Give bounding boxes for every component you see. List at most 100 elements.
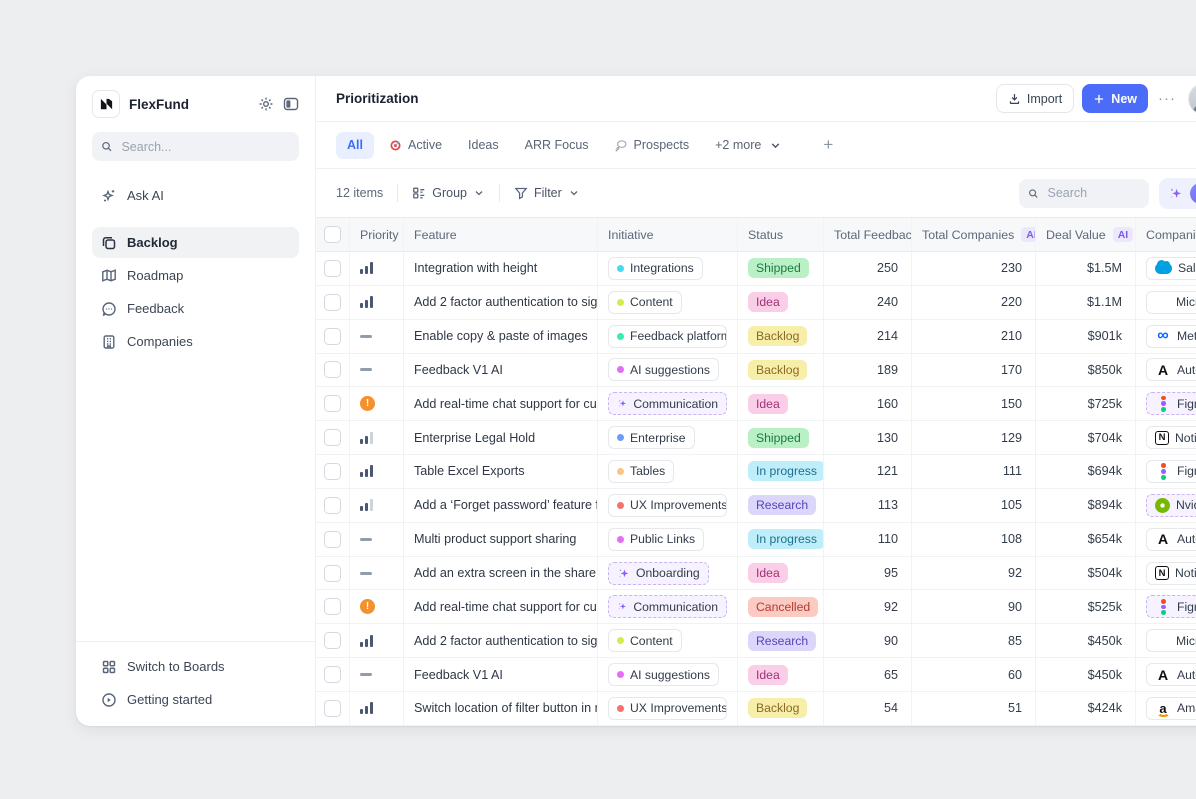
company-chip[interactable]: Microsoft: [1146, 290, 1196, 314]
feature-cell[interactable]: Integration with height: [404, 252, 598, 285]
row-checkbox[interactable]: [324, 598, 341, 616]
tab-active[interactable]: Active: [378, 132, 453, 159]
sidebar-item-getting-started[interactable]: Getting started: [92, 684, 299, 715]
initiative-chip[interactable]: AI suggestions: [608, 358, 719, 382]
table-row[interactable]: Switch location of filter button in ne..…: [316, 691, 1196, 726]
ai-assistant-button[interactable]: [1159, 177, 1196, 209]
user-avatar[interactable]: [1188, 82, 1196, 115]
feature-cell[interactable]: Add a ‘Forget password’ feature for...: [404, 488, 598, 522]
company-chip[interactable]: Figma: [1146, 459, 1196, 483]
sidebar-item-roadmap[interactable]: Roadmap: [92, 260, 299, 291]
column-header-initiative[interactable]: Initiative: [598, 218, 738, 251]
table-row[interactable]: Table Excel Exports Tables In progress 1…: [316, 455, 1196, 489]
row-checkbox[interactable]: [324, 530, 341, 548]
sidebar-search-field[interactable]: [119, 138, 290, 155]
row-checkbox[interactable]: [324, 496, 341, 514]
company-chip[interactable]: a Amazon: [1146, 696, 1196, 720]
row-checkbox[interactable]: [324, 429, 341, 447]
column-header-checkbox[interactable]: [316, 218, 350, 251]
tab-arr-focus[interactable]: ARR Focus: [514, 132, 600, 159]
company-chip[interactable]: N Notion: [1146, 426, 1196, 450]
select-all-checkbox[interactable]: [324, 226, 341, 243]
initiative-chip[interactable]: Communication: [608, 392, 727, 416]
company-chip[interactable]: ∞ Meta: [1146, 324, 1196, 348]
feature-cell[interactable]: Table Excel Exports: [404, 455, 598, 488]
company-chip[interactable]: Nvidea: [1146, 493, 1196, 517]
table-row[interactable]: Add 2 factor authentication to sign... C…: [316, 285, 1196, 320]
initiative-chip[interactable]: Onboarding: [608, 561, 709, 585]
feature-cell[interactable]: Add real-time chat support for cust...: [404, 590, 598, 624]
initiative-chip[interactable]: Content: [608, 629, 682, 653]
import-button[interactable]: Import: [995, 84, 1075, 113]
initiative-chip[interactable]: Integrations: [608, 256, 703, 280]
more-menu-button[interactable]: ···: [1158, 90, 1176, 107]
table-row[interactable]: Add a ‘Forget password’ feature for... U…: [316, 488, 1196, 523]
table-row[interactable]: Multi product support sharing Public Lin…: [316, 522, 1196, 557]
settings-gear-icon[interactable]: [258, 96, 274, 112]
sidebar-item-ask-ai[interactable]: Ask AI: [92, 180, 299, 211]
company-chip[interactable]: Figma: [1146, 392, 1196, 416]
row-checkbox[interactable]: [324, 632, 341, 650]
initiative-chip[interactable]: Public Links: [608, 527, 705, 551]
status-badge[interactable]: Research: [748, 630, 817, 651]
column-header-priority[interactable]: Priority: [350, 218, 404, 251]
table-row[interactable]: Feedback V1 AI AI suggestions Idea 65 60…: [316, 658, 1196, 692]
initiative-chip[interactable]: Communication: [608, 595, 727, 619]
initiative-chip[interactable]: Content: [608, 290, 682, 314]
row-checkbox[interactable]: [324, 564, 341, 582]
initiative-chip[interactable]: AI suggestions: [608, 663, 719, 687]
feature-cell[interactable]: Enable copy & paste of images: [404, 319, 598, 353]
company-chip[interactable]: Microsoft: [1146, 629, 1196, 653]
row-checkbox[interactable]: [324, 293, 341, 311]
initiative-chip[interactable]: Feedback platform: [608, 324, 727, 348]
status-badge[interactable]: Backlog: [748, 326, 808, 347]
sidebar-item-companies[interactable]: Companies: [92, 326, 299, 357]
status-badge[interactable]: Idea: [748, 664, 788, 685]
row-checkbox[interactable]: [324, 361, 341, 379]
table-row[interactable]: Add an extra screen in the share pa... O…: [316, 556, 1196, 591]
group-button[interactable]: Group: [412, 186, 485, 200]
status-badge[interactable]: Backlog: [748, 698, 808, 719]
company-chip[interactable]: N Notion: [1146, 561, 1196, 585]
status-badge[interactable]: Backlog: [748, 359, 808, 380]
status-badge[interactable]: Idea: [748, 292, 788, 313]
status-badge[interactable]: In progress: [748, 529, 823, 550]
company-chip[interactable]: A Autodesk: [1146, 663, 1196, 687]
row-checkbox[interactable]: [324, 327, 341, 345]
feature-cell[interactable]: Enterprise Legal Hold: [404, 421, 598, 455]
status-badge[interactable]: Shipped: [748, 427, 809, 448]
status-badge[interactable]: Idea: [748, 393, 788, 414]
status-badge[interactable]: Research: [748, 495, 817, 516]
feature-cell[interactable]: Switch location of filter button in ne..…: [404, 691, 598, 725]
company-chip[interactable]: Salesforce: [1146, 256, 1196, 280]
column-header-companies[interactable]: Companies: [1136, 218, 1196, 251]
row-checkbox[interactable]: [324, 462, 341, 480]
table-row[interactable]: Enterprise Legal Hold Enterprise Shipped…: [316, 421, 1196, 456]
new-button[interactable]: New: [1082, 84, 1148, 113]
table-search-input[interactable]: [1019, 178, 1149, 208]
add-view-button[interactable]: +: [823, 135, 834, 154]
feature-cell[interactable]: Multi product support sharing: [404, 522, 598, 556]
sidebar-item-switch-to-boards[interactable]: Switch to Boards: [92, 651, 299, 682]
row-checkbox[interactable]: [324, 259, 341, 277]
initiative-chip[interactable]: UX Improvements: [608, 493, 727, 517]
row-checkbox[interactable]: [324, 666, 341, 684]
table-row[interactable]: Add 2 factor authentication to sign... C…: [316, 624, 1196, 659]
tab-ideas[interactable]: Ideas: [457, 132, 510, 159]
status-badge[interactable]: In progress: [748, 461, 823, 482]
sidebar-search-input[interactable]: [92, 132, 299, 161]
sidebar-item-feedback[interactable]: Feedback: [92, 293, 299, 324]
feature-cell[interactable]: Add 2 factor authentication to sign...: [404, 624, 598, 658]
sidebar-item-backlog[interactable]: Backlog: [92, 227, 299, 258]
column-header-total-feedback[interactable]: Total Feedback: [824, 218, 912, 251]
table-row[interactable]: ! Add real-time chat support for cust...…: [316, 590, 1196, 625]
table-row[interactable]: Enable copy & paste of images Feedback p…: [316, 319, 1196, 354]
table-search-field[interactable]: [1045, 185, 1140, 201]
company-chip[interactable]: A Autodesk: [1146, 527, 1196, 551]
table-row[interactable]: Integration with height Integrations Shi…: [316, 252, 1196, 286]
initiative-chip[interactable]: UX Improvements: [608, 696, 727, 720]
initiative-chip[interactable]: Enterprise: [608, 426, 695, 450]
feature-cell[interactable]: Feedback V1 AI: [404, 658, 598, 691]
feature-cell[interactable]: Add 2 factor authentication to sign...: [404, 285, 598, 319]
tab-prospects[interactable]: Prospects: [604, 132, 701, 159]
